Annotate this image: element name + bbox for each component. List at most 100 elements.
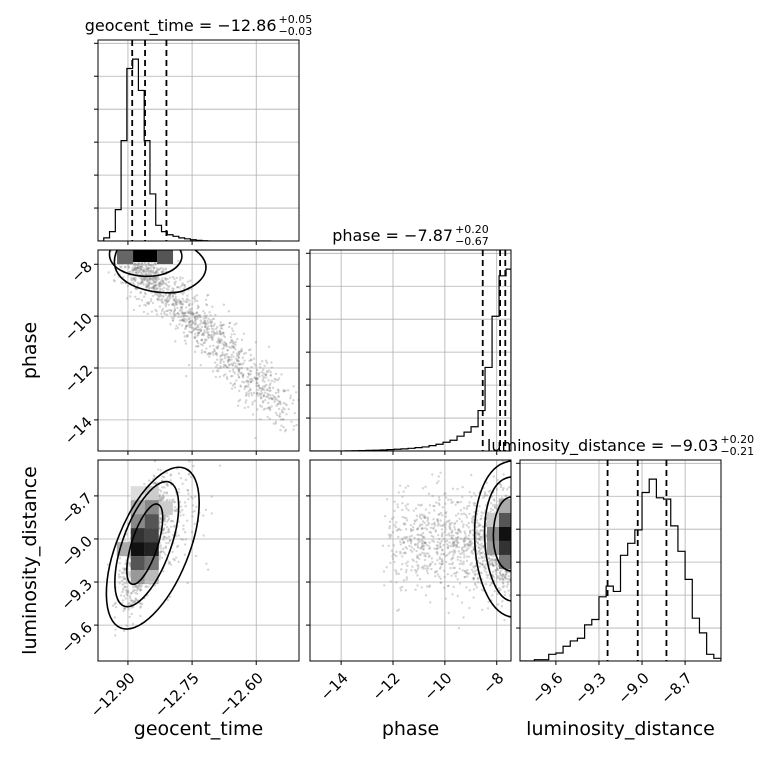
scatter-point: [445, 520, 448, 524]
scatter-point: [152, 288, 156, 291]
scatter-point: [261, 385, 265, 388]
scatter-point: [247, 405, 250, 409]
title-param: geocent_time: [85, 16, 194, 36]
scatter-point: [284, 430, 287, 433]
scatter-point: [189, 311, 192, 315]
scatter-point: [274, 411, 278, 415]
scatter-point: [512, 527, 514, 529]
scatter-point: [146, 284, 150, 287]
y-tick-label-luminosity_distance: −9.3: [58, 575, 96, 613]
scatter-point: [187, 304, 191, 307]
scatter-point: [221, 358, 224, 361]
density-block-11: [130, 556, 145, 571]
scatter-point: [410, 529, 413, 532]
scatter-point: [144, 263, 147, 267]
scatter-point: [140, 281, 144, 284]
scatter-point: [156, 271, 160, 274]
scatter-point: [140, 272, 143, 275]
scatter-point: [235, 358, 239, 362]
scatter-point: [193, 319, 197, 323]
scatter-point: [125, 533, 128, 536]
scatter-point: [273, 396, 276, 399]
scatter-point: [169, 525, 173, 528]
scatter-point: [452, 566, 455, 570]
scatter-point: [174, 303, 178, 306]
panel-content-0-0: [98, 40, 272, 241]
scatter-point: [196, 304, 200, 308]
scatter-point: [497, 577, 501, 580]
scatter-point: [411, 558, 414, 561]
scatter-point: [410, 546, 413, 549]
scatter-point: [124, 265, 127, 268]
scatter-point: [247, 372, 250, 376]
scatter-point: [189, 326, 192, 329]
scatter-point: [274, 422, 278, 425]
scatter-point: [195, 311, 199, 314]
scatter-point: [195, 311, 199, 314]
scatter-point: [186, 310, 189, 313]
scatter-point: [401, 502, 404, 505]
scatter-point: [256, 388, 260, 392]
scatter-point: [409, 524, 413, 527]
scatter-point: [162, 286, 166, 290]
scatter-point: [234, 357, 238, 360]
scatter-point: [219, 339, 222, 343]
scatter-point: [456, 500, 459, 504]
scatter-point: [268, 386, 271, 390]
scatter-point: [491, 563, 495, 567]
scatter-point: [258, 392, 261, 396]
contour-inner: [108, 250, 183, 277]
scatter-point: [482, 496, 485, 499]
scatter-point: [187, 312, 191, 315]
scatter-point: [135, 585, 139, 589]
scatter-point: [225, 376, 229, 379]
scatter-point: [383, 514, 387, 518]
scatter-point: [211, 351, 215, 354]
scatter-point: [264, 373, 267, 376]
scatter-point: [265, 383, 268, 387]
scatter-point: [165, 492, 168, 495]
scatter-point: [250, 394, 254, 397]
scatter-point: [237, 375, 241, 378]
y-tick-label-phase: −12: [61, 361, 96, 396]
scatter-point: [381, 544, 385, 547]
scatter-point: [214, 332, 218, 336]
scatter-point: [494, 569, 498, 572]
scatter-point: [442, 569, 446, 572]
scatter-point: [130, 278, 133, 281]
scatter-point: [156, 297, 159, 301]
scatter-point: [195, 334, 199, 338]
scatter-point: [153, 460, 157, 463]
scatter-point: [480, 555, 483, 558]
scatter-point: [478, 532, 481, 536]
scatter-point: [504, 494, 507, 498]
scatter-point: [150, 266, 153, 269]
scatter-point: [171, 289, 175, 293]
scatter-point: [122, 588, 125, 592]
scatter-point: [158, 285, 161, 288]
scatter-point: [178, 276, 182, 279]
scatter-point: [173, 292, 177, 296]
scatter-point: [145, 267, 149, 271]
scatter-point: [395, 555, 398, 558]
scatter-point: [142, 270, 145, 273]
scatter-point: [156, 267, 159, 270]
scatter-point: [160, 499, 163, 502]
scatter-point: [165, 298, 168, 302]
scatter-point: [392, 552, 395, 556]
scatter-point: [158, 517, 162, 521]
scatter-point: [189, 330, 193, 334]
scatter-point: [173, 501, 177, 504]
scatter-point: [158, 521, 161, 525]
scatter-point: [136, 263, 139, 267]
scatter-point: [206, 294, 209, 297]
scatter-point: [219, 321, 222, 324]
scatter-point: [496, 592, 499, 596]
scatter-point: [188, 472, 191, 475]
scatter-point: [463, 544, 467, 547]
scatter-point: [232, 370, 235, 373]
scatter-point: [420, 513, 424, 516]
scatter-point: [208, 345, 212, 348]
scatter-point: [478, 561, 482, 565]
scatter-point: [150, 264, 153, 267]
